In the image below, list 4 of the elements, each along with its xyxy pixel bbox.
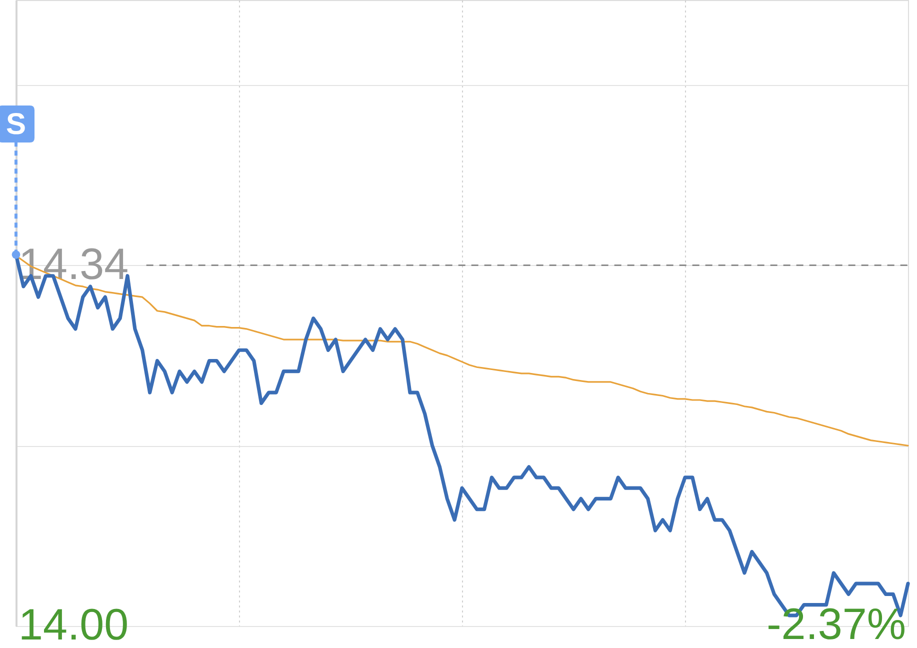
y-tick-label: 14.34 (18, 240, 129, 289)
y-tick-label: 14.00 (18, 600, 129, 648)
annotation: S (6, 108, 26, 141)
annotation: -2.37% (766, 600, 906, 648)
